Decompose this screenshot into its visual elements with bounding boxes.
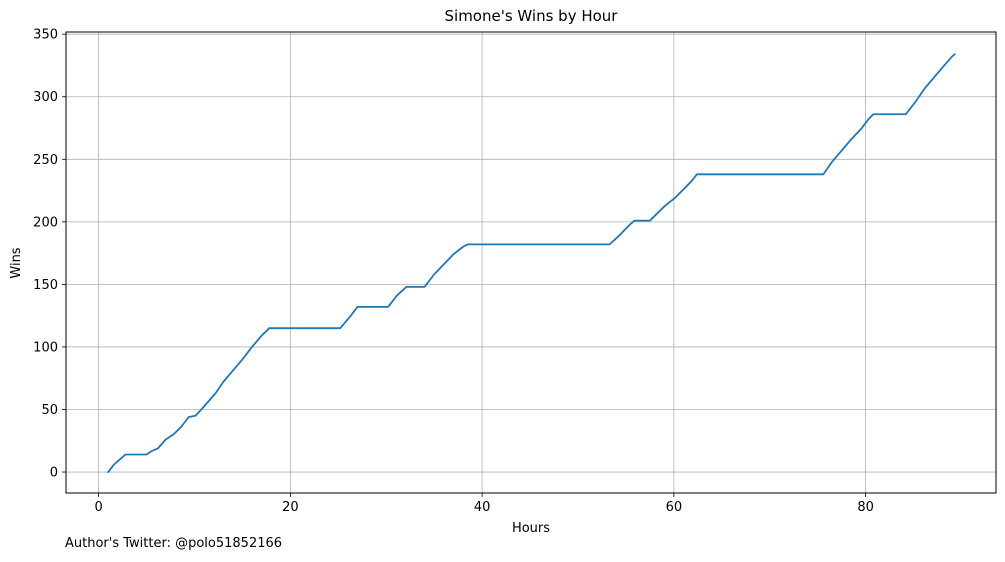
x-axis-label: Hours [512,521,550,536]
chart-title: Simone's Wins by Hour [445,7,619,25]
y-tick-label: 0 [50,466,58,481]
series-layer [107,53,956,473]
y-tick-label: 300 [33,90,58,105]
x-tick-label: 60 [666,500,683,515]
y-tick-label: 350 [33,28,58,43]
y-tick-label: 50 [41,403,58,418]
wins-series-line [107,53,956,473]
y-tick-label: 200 [33,215,58,230]
grid-lines [66,32,996,493]
x-tick-label: 20 [282,500,299,515]
y-tick-label: 100 [33,340,58,355]
plot-frame [65,31,997,494]
x-tick-label: 0 [94,500,102,515]
y-tick-label: 250 [33,153,58,168]
x-tick-label: 40 [474,500,491,515]
y-tick-label: 150 [33,278,58,293]
y-axis-label: Wins [9,247,24,278]
x-tick-label: 80 [857,500,874,515]
author-footnote: Author's Twitter: @polo51852166 [65,536,283,551]
axis-ticks: 0 20 40 60 80 0 50 100 150 200 250 300 350 [33,28,874,515]
